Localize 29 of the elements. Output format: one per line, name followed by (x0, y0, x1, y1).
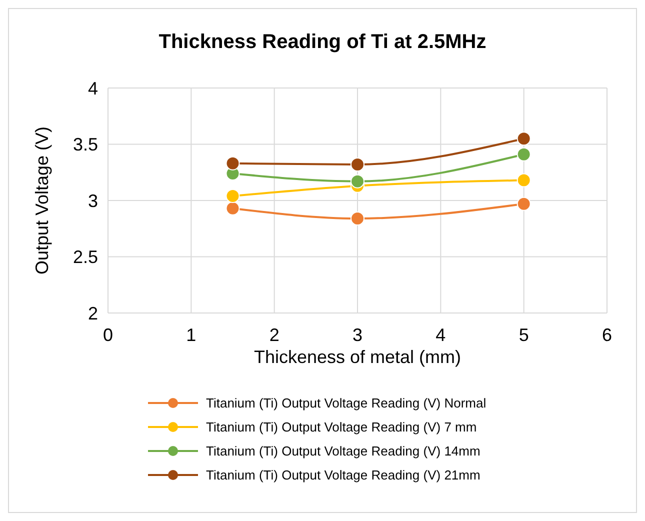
point (516, 173, 531, 188)
y-tick-label: 2.5 (72, 247, 98, 268)
y-axis-title: Output Voltage (V) (32, 126, 52, 275)
x-tick-label: 1 (186, 325, 196, 345)
x-tick-label: 2 (269, 325, 280, 345)
point (516, 196, 531, 211)
x-tick-label: 0 (102, 325, 114, 345)
point (226, 189, 240, 203)
x-tick-label: 3 (352, 325, 363, 345)
x-tick-label: 5 (518, 325, 529, 345)
chart-title: Thickness Reading of Ti at 2.5MHz (158, 31, 486, 53)
point (516, 132, 531, 146)
y-tick-label: 4 (88, 78, 98, 98)
x-tick-label: 6 (602, 325, 612, 345)
point (350, 158, 364, 172)
y-tick-label: 3 (88, 190, 98, 211)
legend-label: Titanium (Ti) Output Voltage Reading (V) Normal (206, 396, 486, 411)
point (226, 156, 240, 170)
point (226, 201, 240, 216)
y-tick-label: 3.5 (72, 134, 98, 155)
point (516, 147, 531, 162)
x-axis-title: Thickeness of metal (mm) (254, 347, 462, 367)
x-tick-label: 4 (436, 325, 446, 345)
legend-label: Titanium (Ti) Output Voltage Reading (V) 21mm (206, 468, 480, 483)
point (350, 212, 364, 226)
y-tick-label: 2 (88, 303, 98, 324)
legend-label: Titanium (Ti) Output Voltage Reading (V) 14mm (206, 444, 480, 459)
legend-label: Titanium (Ti) Output Voltage Reading (V) 7 mm (206, 420, 477, 435)
point (350, 174, 364, 188)
